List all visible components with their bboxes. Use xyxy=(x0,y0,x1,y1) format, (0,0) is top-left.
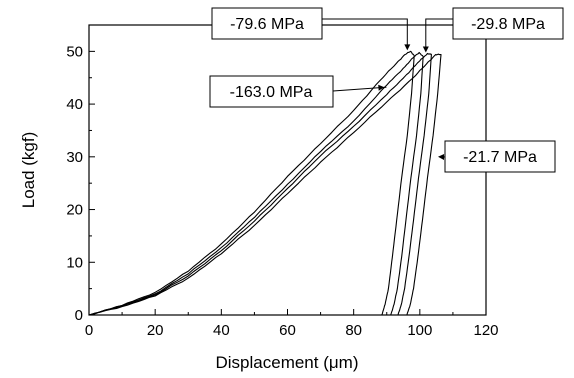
annotation: -163.0 MPa xyxy=(209,75,387,108)
y-tick-label: 50 xyxy=(66,43,83,60)
plot-frame xyxy=(88,24,487,316)
series-line xyxy=(88,52,432,316)
annotation: -79.6 MPa xyxy=(211,7,411,51)
annotation-label: -79.6 MPa xyxy=(230,16,304,33)
annotation-label: -21.7 MPa xyxy=(463,149,537,166)
x-tick-label: 60 xyxy=(279,322,296,339)
x-tick-label: 80 xyxy=(345,322,362,339)
series-layer xyxy=(88,50,442,316)
annotation: -29.8 MPa xyxy=(422,7,564,53)
x-axis-label: Displacement (μm) xyxy=(216,353,359,372)
series-line xyxy=(88,50,415,316)
series-line xyxy=(88,53,442,316)
annotation-leader xyxy=(425,18,453,50)
annotation-label: -163.0 MPa xyxy=(230,84,313,101)
annotation-box xyxy=(444,140,556,173)
y-tick-label: 40 xyxy=(66,96,83,113)
annotation-box xyxy=(211,7,323,40)
annotation-box xyxy=(209,75,334,108)
annotation-arrowhead xyxy=(422,46,429,53)
annotation-layer: -79.6 MPa -29.8 MPa -163.0 MPa -21.7 MPa xyxy=(209,7,564,173)
ticks-layer: 0 20 40 60 80 100 120 0 10 20 30 40 50 xyxy=(66,24,499,339)
y-tick-label: 10 xyxy=(66,254,83,271)
y-tick-label: 0 xyxy=(75,307,83,324)
series-line xyxy=(88,51,424,316)
y-tick-label: 30 xyxy=(66,149,83,166)
x-tick-label: 100 xyxy=(407,322,432,339)
annotation: -21.7 MPa xyxy=(438,140,556,173)
annotation-arrowhead xyxy=(404,44,411,51)
plot-area: 0 20 40 60 80 100 120 0 10 20 30 40 50 -79.6 MPa -29.… xyxy=(66,7,564,339)
y-axis-label: Load (kgf) xyxy=(19,132,38,209)
x-tick-label: 120 xyxy=(473,322,498,339)
annotation-arrowhead xyxy=(378,84,385,91)
annotation-arrowhead xyxy=(438,154,445,160)
annotation-box xyxy=(452,7,564,40)
annotation-leader xyxy=(322,18,408,48)
x-tick-label: 20 xyxy=(147,322,164,339)
annotation-label: -29.8 MPa xyxy=(471,16,545,33)
annotation-leader xyxy=(332,86,387,92)
x-tick-label: 0 xyxy=(85,322,93,339)
x-tick-label: 40 xyxy=(213,322,230,339)
y-tick-label: 20 xyxy=(66,202,83,219)
